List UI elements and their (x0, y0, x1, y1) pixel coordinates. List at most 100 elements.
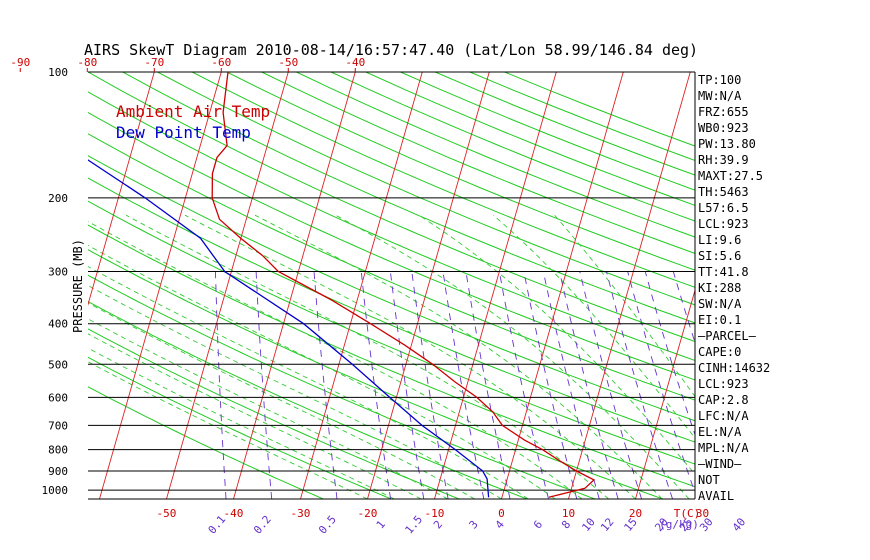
pressure-tick: 500 (48, 358, 68, 371)
top-temp-tick: -80 (77, 56, 97, 69)
index-item: MW:N/A (698, 89, 742, 103)
mixing-ratio-line (498, 271, 549, 499)
bottom-temp-tick: 30 (696, 507, 709, 520)
index-item: EL:N/A (698, 425, 742, 439)
moist-adiabat (88, 266, 529, 499)
pressure-tick: 300 (48, 266, 68, 279)
bottom-temp-tick: -10 (425, 507, 445, 520)
mixing-ratio-tick: 1.5 (402, 513, 425, 537)
index-item: FRZ:655 (698, 105, 749, 119)
pressure-tick: 400 (48, 318, 68, 331)
dry-adiabat (88, 356, 392, 499)
dew-point-line (88, 159, 490, 498)
mixing-ratio-line (465, 271, 511, 499)
moist-adiabat (184, 214, 636, 499)
mixing-ratio-tick: 3 (467, 518, 481, 531)
mixing-ratio-line (313, 271, 338, 499)
top-temp-tick: -50 (278, 56, 298, 69)
isotherm (233, 72, 356, 499)
isotherm (300, 72, 423, 499)
sounding-series (88, 72, 596, 498)
mixing-ratio-lines (215, 271, 695, 499)
index-item: KI:288 (698, 281, 742, 295)
index-item: CAP:2.8 (698, 393, 749, 407)
mixing-ratio-line (442, 271, 485, 499)
moist-adiabat (88, 302, 475, 499)
isotherms (0, 72, 695, 499)
mixing-ratio-tick: 1 (374, 518, 388, 531)
air-temp-line (211, 72, 596, 498)
pressure-tick: 200 (48, 192, 68, 205)
mixing-ratio-line (606, 271, 674, 499)
pressure-tick: 800 (48, 444, 68, 457)
background-lines (0, 72, 695, 499)
bottom-temp-tick: -30 (291, 507, 311, 520)
mixing-ratio-line (360, 271, 392, 499)
isobars (88, 197, 695, 491)
dry-adiabat (88, 155, 695, 422)
bottom-temp-tick: -20 (358, 507, 378, 520)
pressure-tick: 700 (48, 419, 68, 432)
index-item: MAXT:27.5 (698, 169, 764, 183)
moist-adiabat (418, 214, 695, 475)
dry-adiabat (88, 274, 596, 499)
mixing-ratio-tick: 0.2 (251, 513, 274, 537)
mixing-ratio-line (559, 271, 619, 499)
pressure-tick: 1000 (42, 484, 69, 497)
mixing-ratio-tick: 0.5 (316, 513, 339, 537)
dry-adiabat (88, 200, 695, 465)
legend-dew-point: Dew Point Temp (116, 123, 251, 142)
moist-adiabat (493, 214, 695, 439)
mixing-ratio-line (389, 271, 425, 499)
index-item: L57:6.5 (698, 201, 749, 215)
mixing-ratio-tick: 12 (598, 515, 616, 534)
index-item: TP:100 (698, 73, 742, 87)
index-item: LCL:923 (698, 217, 749, 231)
index-item: NOT (698, 473, 720, 487)
moist-adiabat (125, 214, 610, 499)
moist-adiabat (88, 284, 502, 499)
top-temp-tick: -40 (345, 56, 365, 69)
mixing-ratio-unit-label: (g/kg) (659, 518, 699, 531)
dry-adiabat (88, 91, 695, 362)
index-item: MPL:N/A (698, 441, 749, 455)
dry-adiabat (122, 72, 695, 324)
dry-adiabat (88, 72, 695, 343)
index-item: LCL:923 (698, 377, 749, 391)
isotherm (367, 72, 490, 499)
dry-adiabat (88, 386, 324, 499)
isotherm (568, 72, 691, 499)
dry-adiabat (261, 72, 695, 254)
index-item: TH:5463 (698, 185, 749, 199)
index-item: RH:39.9 (698, 153, 749, 167)
mixing-ratio-line (672, 271, 695, 344)
top-temp-tick: -70 (144, 56, 164, 69)
index-item: CAPE:0 (698, 345, 742, 359)
bottom-temp-tick: -40 (224, 507, 244, 520)
isotherm (0, 72, 20, 499)
moist-adiabat (88, 244, 556, 499)
mixing-ratio-tick: 8 (559, 518, 573, 531)
dry-adiabat (88, 111, 695, 381)
mixing-ratio-line (579, 271, 643, 499)
dry-adiabat (88, 249, 664, 499)
bottom-temp-tick: 0 (498, 507, 505, 520)
index-item: LFC:N/A (698, 409, 749, 423)
bottom-temp-tick: 20 (629, 507, 642, 520)
index-item: TT:41.8 (698, 265, 749, 279)
isotherm (434, 72, 557, 499)
mixing-ratio-tick: 40 (730, 515, 748, 534)
y-axis-label: PRESSURE (MB) (71, 239, 85, 333)
index-item: SI:5.6 (698, 249, 742, 263)
isotherm (88, 72, 155, 306)
mixing-ratio-tick: 2 (431, 518, 445, 531)
isotherm (166, 72, 289, 499)
isotherm (501, 72, 624, 499)
moist-adiabat (335, 214, 690, 499)
moist-adiabats (88, 214, 695, 499)
dry-adiabat (157, 72, 695, 306)
legend-air-temp: Ambient Air Temp (116, 102, 270, 121)
mixing-ratio-tick: 6 (531, 518, 545, 531)
